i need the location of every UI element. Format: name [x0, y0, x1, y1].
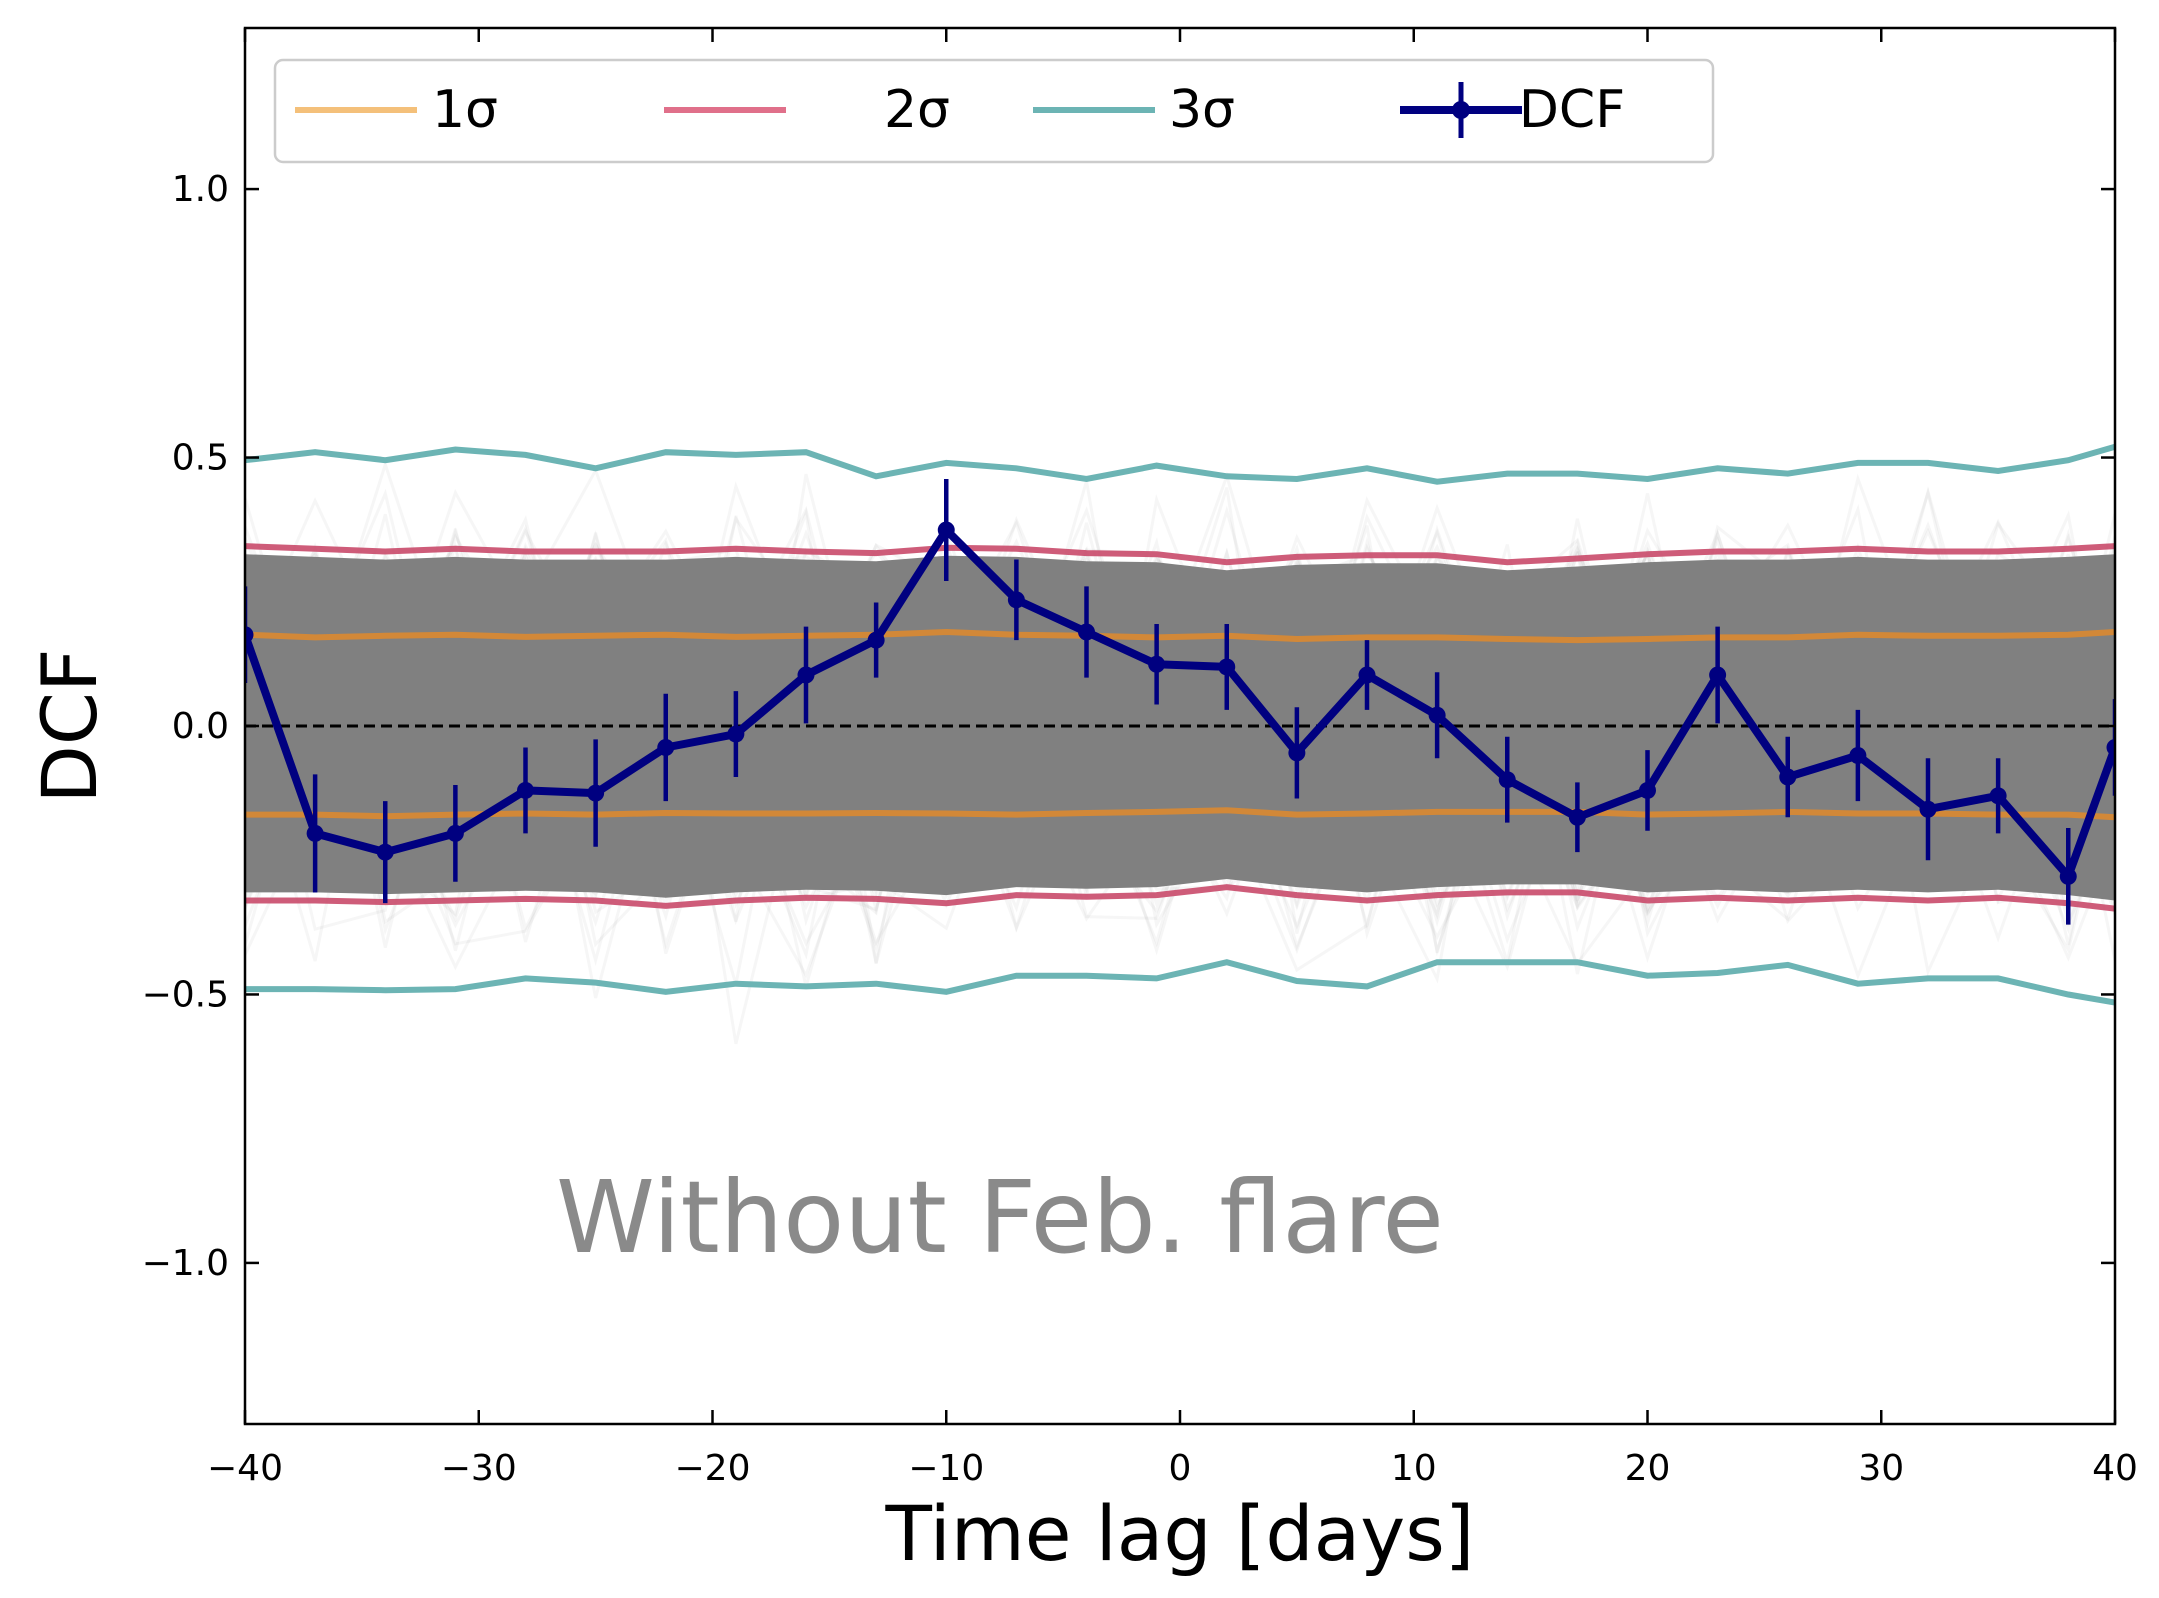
dcf-point	[1919, 800, 1937, 818]
y-tick-label: 1.0	[172, 169, 229, 210]
x-tick-label: 40	[2092, 1448, 2138, 1489]
dcf-point	[727, 725, 745, 743]
legend: 1σ 2σ 3σ DCF	[273, 58, 1715, 164]
x-axis: −40 −30 −20 −10 0 10 20 30 40	[207, 28, 2138, 1489]
dcf-point	[1428, 706, 1446, 724]
dcf-point	[517, 781, 534, 799]
dcf-point	[306, 824, 324, 842]
1sigma-lower-line	[245, 807, 2115, 821]
3sigma-upper-line	[245, 443, 2115, 485]
legend-label: 1σ	[432, 80, 498, 140]
dcf-point	[1709, 666, 1727, 684]
dcf-point	[446, 824, 464, 842]
chart-annotation: Without Feb. flare	[556, 1159, 1444, 1276]
y-axis-label: DCF	[25, 648, 114, 803]
y-axis: −1.0 −0.5 0.0 0.5 1.0	[142, 169, 2115, 1284]
2sigma-upper-line	[245, 543, 2115, 566]
dcf-point	[2106, 738, 2115, 756]
dcf-point	[867, 631, 885, 649]
x-tick-label: −20	[675, 1448, 751, 1489]
dcf-point	[1288, 744, 1306, 762]
dcf-point	[587, 784, 605, 802]
legend-marker	[1452, 101, 1470, 119]
x-tick-label: 0	[1169, 1448, 1192, 1489]
x-tick-label: −30	[441, 1448, 517, 1489]
dcf-point	[1007, 591, 1025, 609]
dcf-line	[245, 526, 2115, 881]
y-tick-label: 0.0	[172, 706, 229, 747]
dcf-point	[657, 738, 675, 756]
dcf-point	[1148, 655, 1166, 673]
dcf-point	[1218, 658, 1236, 676]
dcf-point	[797, 666, 815, 684]
y-tick-label: −1.0	[142, 1243, 229, 1284]
y-tick-label: 0.5	[172, 438, 229, 479]
dcf-point	[1639, 781, 1656, 799]
1sigma-upper-line	[245, 628, 2115, 644]
dcf-point	[1358, 666, 1376, 684]
x-tick-label: −40	[207, 1448, 283, 1489]
x-tick-label: 20	[1625, 1448, 1671, 1489]
dcf-point	[1498, 771, 1516, 789]
x-tick-label: 10	[1391, 1448, 1437, 1489]
dcf-point	[937, 521, 955, 539]
x-axis-label: Time lag [days]	[885, 1489, 1475, 1578]
dcf-point	[1989, 787, 2007, 805]
dcf-point	[1779, 768, 1797, 786]
3sigma-lower-line	[245, 959, 2115, 1006]
x-tick-label: −10	[908, 1448, 984, 1489]
sigma-bands	[245, 443, 2115, 1006]
legend-label: 2σ	[884, 80, 950, 140]
legend-label: 3σ	[1169, 80, 1235, 140]
dcf-point	[1078, 623, 1095, 641]
dcf-point	[245, 626, 254, 644]
y-tick-label: −0.5	[142, 974, 229, 1015]
legend-label: DCF	[1519, 80, 1625, 140]
2sigma-lower-line	[245, 884, 2115, 912]
legend-box	[273, 58, 1715, 164]
x-tick-label: 30	[1858, 1448, 1904, 1489]
dcf-series	[245, 479, 2115, 925]
dcf-point	[1568, 808, 1586, 826]
dcf-point	[1849, 747, 1867, 765]
dcf-point	[376, 843, 394, 861]
dcf-point	[2059, 867, 2077, 885]
